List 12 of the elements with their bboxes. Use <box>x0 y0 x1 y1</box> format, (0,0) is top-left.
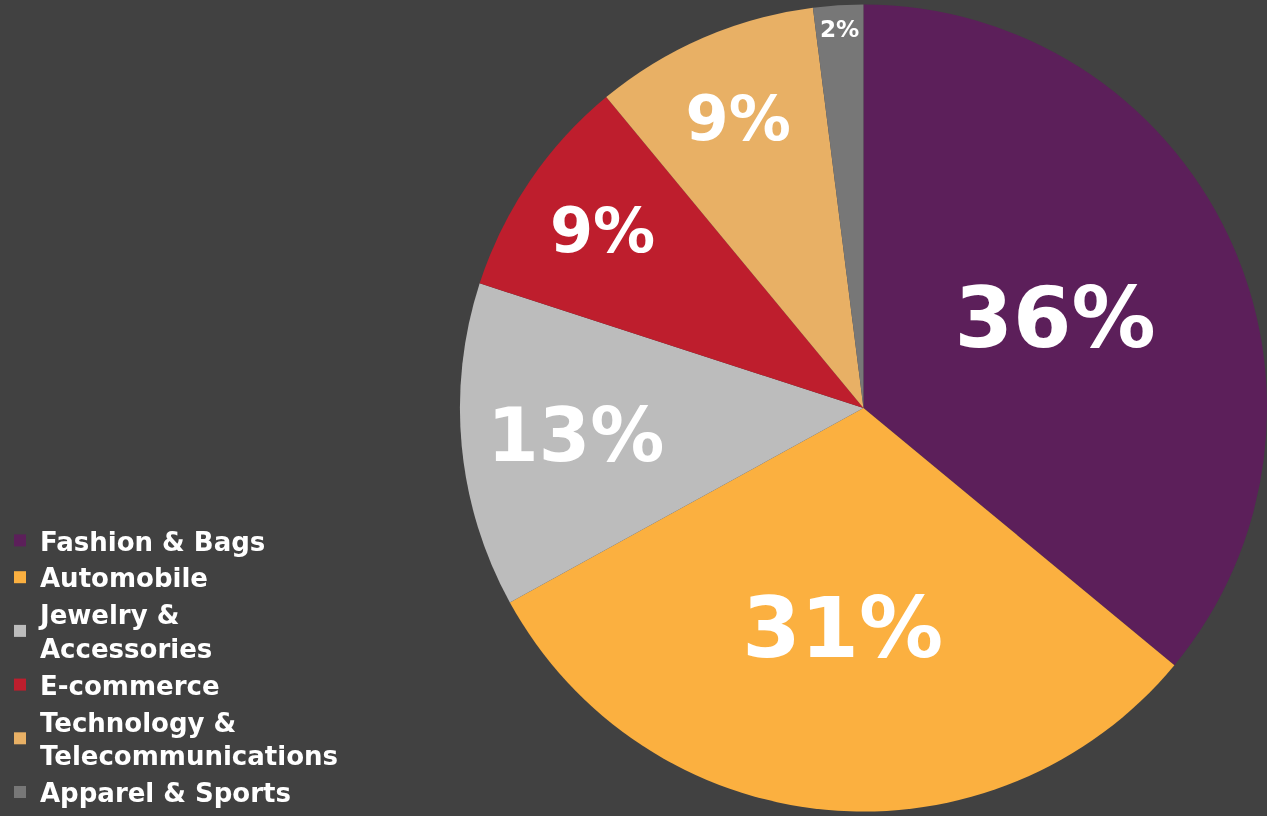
data-label: 9% <box>549 194 656 268</box>
legend-label: Fashion & Bags <box>40 526 266 557</box>
legend-label: Apparel & Sports <box>40 778 291 809</box>
data-label: 36% <box>954 268 1156 367</box>
legend-label: Automobile <box>40 563 208 594</box>
data-label: 13% <box>487 392 665 479</box>
data-label: 31% <box>742 578 944 677</box>
legend-label: Technology & Telecommunications <box>40 707 338 772</box>
data-label: 9% <box>685 81 791 155</box>
legend-label: Jewelry & Accessories <box>38 600 213 664</box>
legend-label: E-commerce <box>40 670 220 701</box>
data-label: 2% <box>819 15 860 43</box>
